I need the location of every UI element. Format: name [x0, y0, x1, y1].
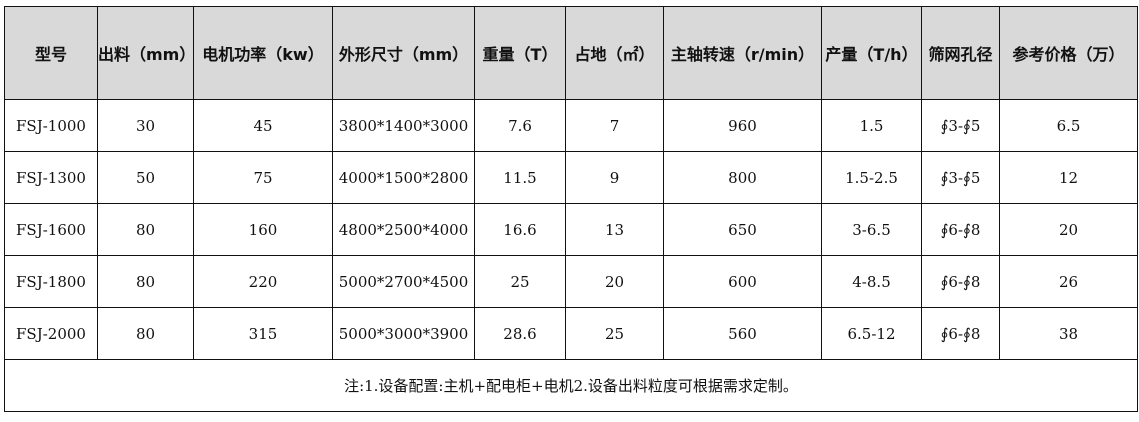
note-text: 注:1.设备配置:主机+配电柜+电机2.设备出料粒度可根据需求定制。: [4, 359, 1138, 412]
table-cell: 45: [193, 99, 333, 152]
table-cell: ∮6-∮8: [921, 255, 1000, 308]
table-row: FSJ-1600 80 160 4800*2500*4000 16.6 13 650 3-6.…: [4, 203, 1138, 256]
table-cell: 26: [999, 255, 1138, 308]
table-cell: 220: [193, 255, 333, 308]
table-cell: 25: [565, 307, 664, 360]
table-cell: 28.6: [474, 307, 566, 360]
table-cell: 5000*2700*4500: [332, 255, 475, 308]
table-cell: 1.5: [821, 99, 922, 152]
table-cell: ∮6-∮8: [921, 203, 1000, 256]
spec-table: 型号 出料（mm） 电机功率（kw） 外形尺寸（mm） 重量（T） 占地（㎡） 主轴转速（r…: [4, 6, 1138, 412]
table-cell: 6.5-12: [821, 307, 922, 360]
table-cell: ∮3-∮5: [921, 151, 1000, 204]
table-cell: 50: [97, 151, 194, 204]
table-cell: 38: [999, 307, 1138, 360]
table-cell: 960: [663, 99, 822, 152]
table-cell: 80: [97, 203, 194, 256]
note-row: 注:1.设备配置:主机+配电柜+电机2.设备出料粒度可根据需求定制。: [4, 359, 1138, 412]
table-cell: 3-6.5: [821, 203, 922, 256]
table-cell: 650: [663, 203, 822, 256]
table-cell: 7: [565, 99, 664, 152]
table-cell: 75: [193, 151, 333, 204]
table-cell: 160: [193, 203, 333, 256]
table-cell: 13: [565, 203, 664, 256]
table-cell: FSJ-2000: [4, 307, 98, 360]
table-cell: 11.5: [474, 151, 566, 204]
column-header: 出料（mm）: [97, 6, 194, 100]
table-cell: 1.5-2.5: [821, 151, 922, 204]
table-cell: 4800*2500*4000: [332, 203, 475, 256]
table-cell: ∮3-∮5: [921, 99, 1000, 152]
table-cell: 6.5: [999, 99, 1138, 152]
table-cell: 3800*1400*3000: [332, 99, 475, 152]
table-row: FSJ-1800 80 220 5000*2700*4500 25 20 600 4-8.5 ∮…: [4, 255, 1138, 308]
table-cell: 600: [663, 255, 822, 308]
column-header: 参考价格（万）: [999, 6, 1138, 100]
column-header: 电机功率（kw）: [193, 6, 333, 100]
table-cell: 315: [193, 307, 333, 360]
column-header: 外形尺寸（mm）: [332, 6, 475, 100]
table-cell: 16.6: [474, 203, 566, 256]
table-row: FSJ-1300 50 75 4000*1500*2800 11.5 9 800 1.5-2.…: [4, 151, 1138, 204]
table-cell: FSJ-1000: [4, 99, 98, 152]
table-cell: 560: [663, 307, 822, 360]
column-header: 主轴转速（r/min）: [663, 6, 822, 100]
header-row: 型号 出料（mm） 电机功率（kw） 外形尺寸（mm） 重量（T） 占地（㎡） 主轴转速（r…: [4, 6, 1138, 100]
column-header: 筛网孔径: [921, 6, 1000, 100]
table-cell: 30: [97, 99, 194, 152]
table-cell: FSJ-1800: [4, 255, 98, 308]
table-cell: FSJ-1600: [4, 203, 98, 256]
table-cell: 9: [565, 151, 664, 204]
table-cell: 4-8.5: [821, 255, 922, 308]
table-cell: 5000*3000*3900: [332, 307, 475, 360]
table-cell: 20: [999, 203, 1138, 256]
table-row: FSJ-1000 30 45 3800*1400*3000 7.6 7 960 1.5 ∮3-∮…: [4, 99, 1138, 152]
table-cell: FSJ-1300: [4, 151, 98, 204]
table-cell: 80: [97, 255, 194, 308]
column-header: 型号: [4, 6, 98, 100]
table-cell: 12: [999, 151, 1138, 204]
table-cell: ∮6-∮8: [921, 307, 1000, 360]
table-cell: 25: [474, 255, 566, 308]
column-header: 产量（T/h）: [821, 6, 922, 100]
table-row: FSJ-2000 80 315 5000*3000*3900 28.6 25 560 6.5-…: [4, 307, 1138, 360]
table-cell: 4000*1500*2800: [332, 151, 475, 204]
column-header: 占地（㎡）: [565, 6, 664, 100]
table-cell: 7.6: [474, 99, 566, 152]
table-cell: 800: [663, 151, 822, 204]
table-cell: 20: [565, 255, 664, 308]
column-header: 重量（T）: [474, 6, 566, 100]
table-cell: 80: [97, 307, 194, 360]
